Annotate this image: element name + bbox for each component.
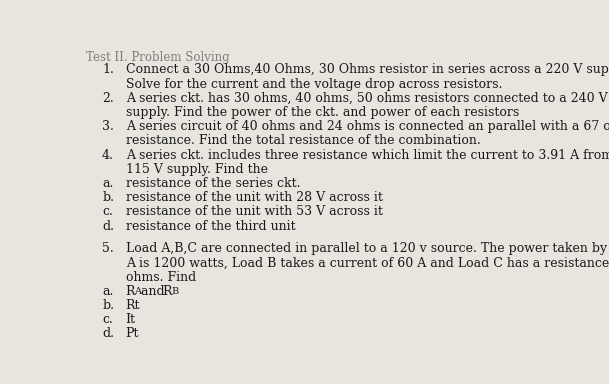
Text: B: B [171,287,178,296]
Text: a.: a. [102,285,113,298]
Text: resistance of the unit with 53 V across it: resistance of the unit with 53 V across … [125,205,382,218]
Text: 5.: 5. [102,242,114,255]
Text: A: A [134,287,141,296]
Text: Rt: Rt [125,299,140,312]
Text: a.: a. [102,177,113,190]
Text: A is 1200 watts, Load B takes a current of 60 A and Load C has a resistance of 6: A is 1200 watts, Load B takes a current … [125,257,609,270]
Text: R: R [163,285,172,298]
Text: A series ckt. has 30 ohms, 40 ohms, 50 ohms resistors connected to a 240 V: A series ckt. has 30 ohms, 40 ohms, 50 o… [125,92,607,105]
Text: 2.: 2. [102,92,114,105]
Text: c.: c. [102,205,113,218]
Text: resistance of the unit with 28 V across it: resistance of the unit with 28 V across … [125,191,382,204]
Text: d.: d. [102,220,114,233]
Text: b.: b. [102,299,114,312]
Text: Solve for the current and the voltage drop across resistors.: Solve for the current and the voltage dr… [125,78,502,91]
Text: Connect a 30 Ohms,40 Ohms, 30 Ohms resistor in series across a 220 V supply.: Connect a 30 Ohms,40 Ohms, 30 Ohms resis… [125,63,609,76]
Text: 3.: 3. [102,120,114,133]
Text: R: R [125,285,135,298]
Text: Test II. Problem Solving: Test II. Problem Solving [85,51,229,63]
Text: A series ckt. includes three resistance which limit the current to 3.91 A from A: A series ckt. includes three resistance … [125,149,609,162]
Text: A series circuit of 40 ohms and 24 ohms is connected an parallel with a 67 ohms: A series circuit of 40 ohms and 24 ohms … [125,120,609,133]
Text: ohms. Find: ohms. Find [125,271,196,284]
Text: 115 V supply. Find the: 115 V supply. Find the [125,163,268,176]
Text: resistance of the series ckt.: resistance of the series ckt. [125,177,300,190]
Text: resistance. Find the total resistance of the combination.: resistance. Find the total resistance of… [125,134,481,147]
Text: 4.: 4. [102,149,114,162]
Text: 1.: 1. [102,63,114,76]
Text: supply. Find the power of the ckt. and power of each resistors: supply. Find the power of the ckt. and p… [125,106,519,119]
Text: It: It [125,313,136,326]
Text: Pt: Pt [125,328,139,341]
Text: c.: c. [102,313,113,326]
Text: and: and [141,285,169,298]
Text: resistance of the third unit: resistance of the third unit [125,220,295,233]
Text: Load A,B,C are connected in parallel to a 120 v source. The power taken by load: Load A,B,C are connected in parallel to … [125,242,609,255]
Text: d.: d. [102,328,114,341]
Text: b.: b. [102,191,114,204]
